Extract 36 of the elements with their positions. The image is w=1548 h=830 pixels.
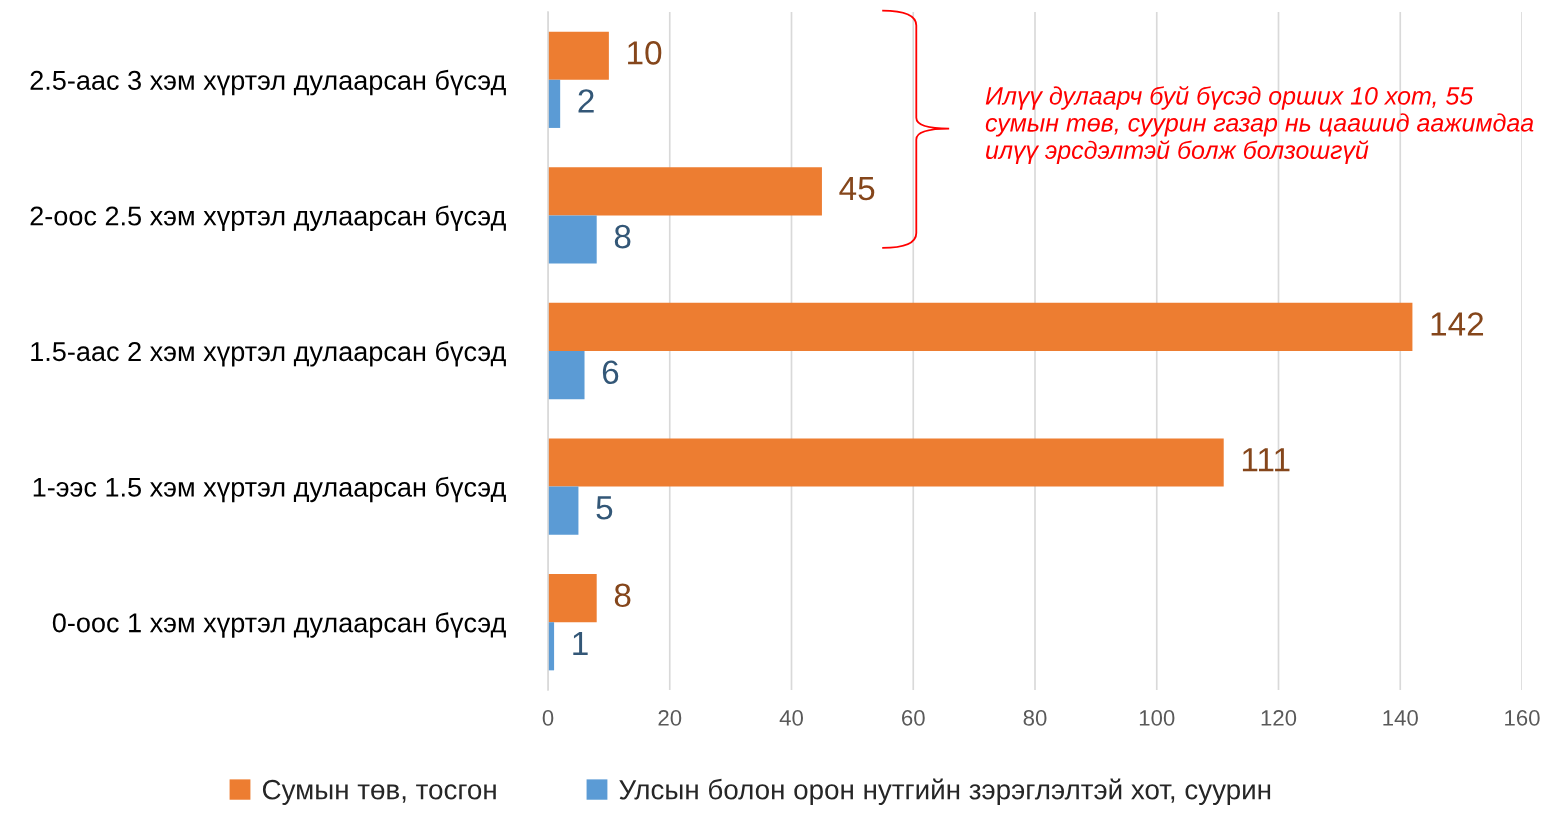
x-tick-label: 0: [542, 710, 554, 726]
y-tick-label: 2.5-аас 3 хэм хүртэл дулаарсан бүсэд: [30, 69, 506, 96]
y-tick-label: 0-оос 1 хэм хүртэл дулаарсан бүсэд: [52, 612, 506, 638]
x-tick-label: 100: [1139, 710, 1175, 726]
annotation: Илүү дулаарч буй бүсэд орших 10 хот, 55 сумын төв, суурин газар нь цаашид аажимдаа илүү эрсдэлтэй болж болзошгүй: [985, 86, 1534, 164]
bar: [548, 31, 609, 80]
data-label: 2: [578, 89, 594, 113]
data-label: 5: [596, 496, 613, 520]
bar: [548, 167, 822, 216]
x-tick-label: 140: [1383, 710, 1418, 726]
x-tick-label: 40: [779, 710, 803, 726]
x-tick-label: 120: [1261, 710, 1297, 726]
data-label: 142: [1431, 312, 1484, 336]
y-tick-label: 2-оос 2.5 хэм хүртэл дулаарсан бүсэд: [30, 205, 506, 231]
bar: [548, 79, 561, 128]
data-label: 111: [1242, 448, 1290, 472]
bar: [548, 438, 1224, 487]
x-tick-label: 20: [658, 710, 682, 726]
legend-label: Сумын төв, тосгон: [262, 779, 496, 805]
x-tick-label: 160: [1505, 710, 1540, 726]
data-label: 10: [628, 41, 662, 65]
y-tick-label: 1.5-аас 2 хэм хүртэл дулаарсан бүсэд: [31, 341, 506, 367]
data-label: 6: [602, 360, 619, 385]
bar: [548, 302, 1413, 351]
data-label: 1: [573, 631, 588, 655]
legend-label: Улсын болон орон нутгийн зэрэглэлтэй хот, суурин: [619, 778, 1271, 805]
y-tick-label: 1-ээс 1.5 хэм хүртэл дулаарсан бүсэд: [33, 476, 506, 503]
bar: [548, 486, 579, 535]
data-label: 8: [614, 224, 631, 249]
bar: [548, 351, 585, 400]
bar: [548, 574, 597, 623]
data-label: 8: [614, 583, 631, 608]
bar: [548, 215, 597, 264]
x-tick-label: 60: [902, 710, 925, 726]
data-label: 45: [839, 177, 875, 201]
x-tick-label: 80: [1023, 710, 1047, 726]
